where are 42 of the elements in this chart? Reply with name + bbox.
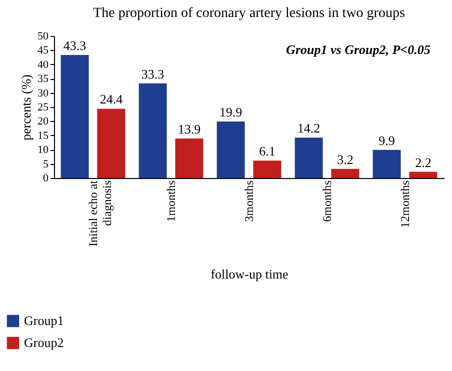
y-tick-label: 20	[38, 116, 49, 128]
data-label: 19.9	[219, 104, 242, 120]
data-label: 14.2	[297, 120, 320, 136]
y-tick-label: 45	[38, 44, 49, 57]
data-label: 13.9	[178, 122, 201, 137]
x-tick-label: 1months	[164, 180, 178, 222]
x-axis-title: follow-up time	[210, 266, 289, 282]
chart-title: The proportion of coronary artery lesions in two groups	[93, 6, 405, 21]
data-label: 6.1	[259, 144, 276, 159]
bar	[409, 172, 438, 178]
x-tick-label: Initial echo at diagnosis	[86, 180, 114, 246]
bar	[97, 108, 126, 178]
bar	[216, 121, 245, 178]
data-label: 33.3	[141, 66, 164, 82]
y-tick-label: 40	[38, 58, 49, 71]
x-tick-label: 12months	[398, 180, 412, 228]
legend-label: Group2	[24, 335, 64, 350]
y-tick-label: 25	[38, 102, 49, 114]
x-tick-label: 3months	[242, 180, 256, 222]
y-tick-label: 35	[38, 73, 49, 86]
data-label: 24.4	[100, 92, 124, 107]
bar	[294, 138, 323, 178]
bar	[138, 83, 167, 178]
y-axis-title: percents (%)	[18, 74, 34, 141]
bar	[175, 138, 204, 178]
y-tick-label: 15	[38, 130, 49, 142]
data-label: 43.3	[63, 38, 86, 54]
data-label: 9.9	[378, 132, 395, 148]
legend-label: Group1	[24, 313, 64, 328]
y-tick-label: 10	[38, 144, 49, 156]
bar	[331, 168, 360, 178]
data-label: 2.2	[415, 154, 432, 170]
y-tick-label: 5	[43, 158, 49, 170]
y-tick-label: 50	[38, 30, 49, 42]
bar	[372, 150, 401, 178]
data-label: 3.2	[337, 152, 354, 167]
annotation: Group1 vs Group2, P<0.05	[286, 42, 431, 57]
y-tick-label: 30	[38, 87, 49, 100]
x-tick-label: 6months	[320, 180, 334, 222]
bar	[60, 55, 89, 178]
y-tick-label: 0	[43, 172, 49, 184]
bar	[253, 160, 282, 178]
